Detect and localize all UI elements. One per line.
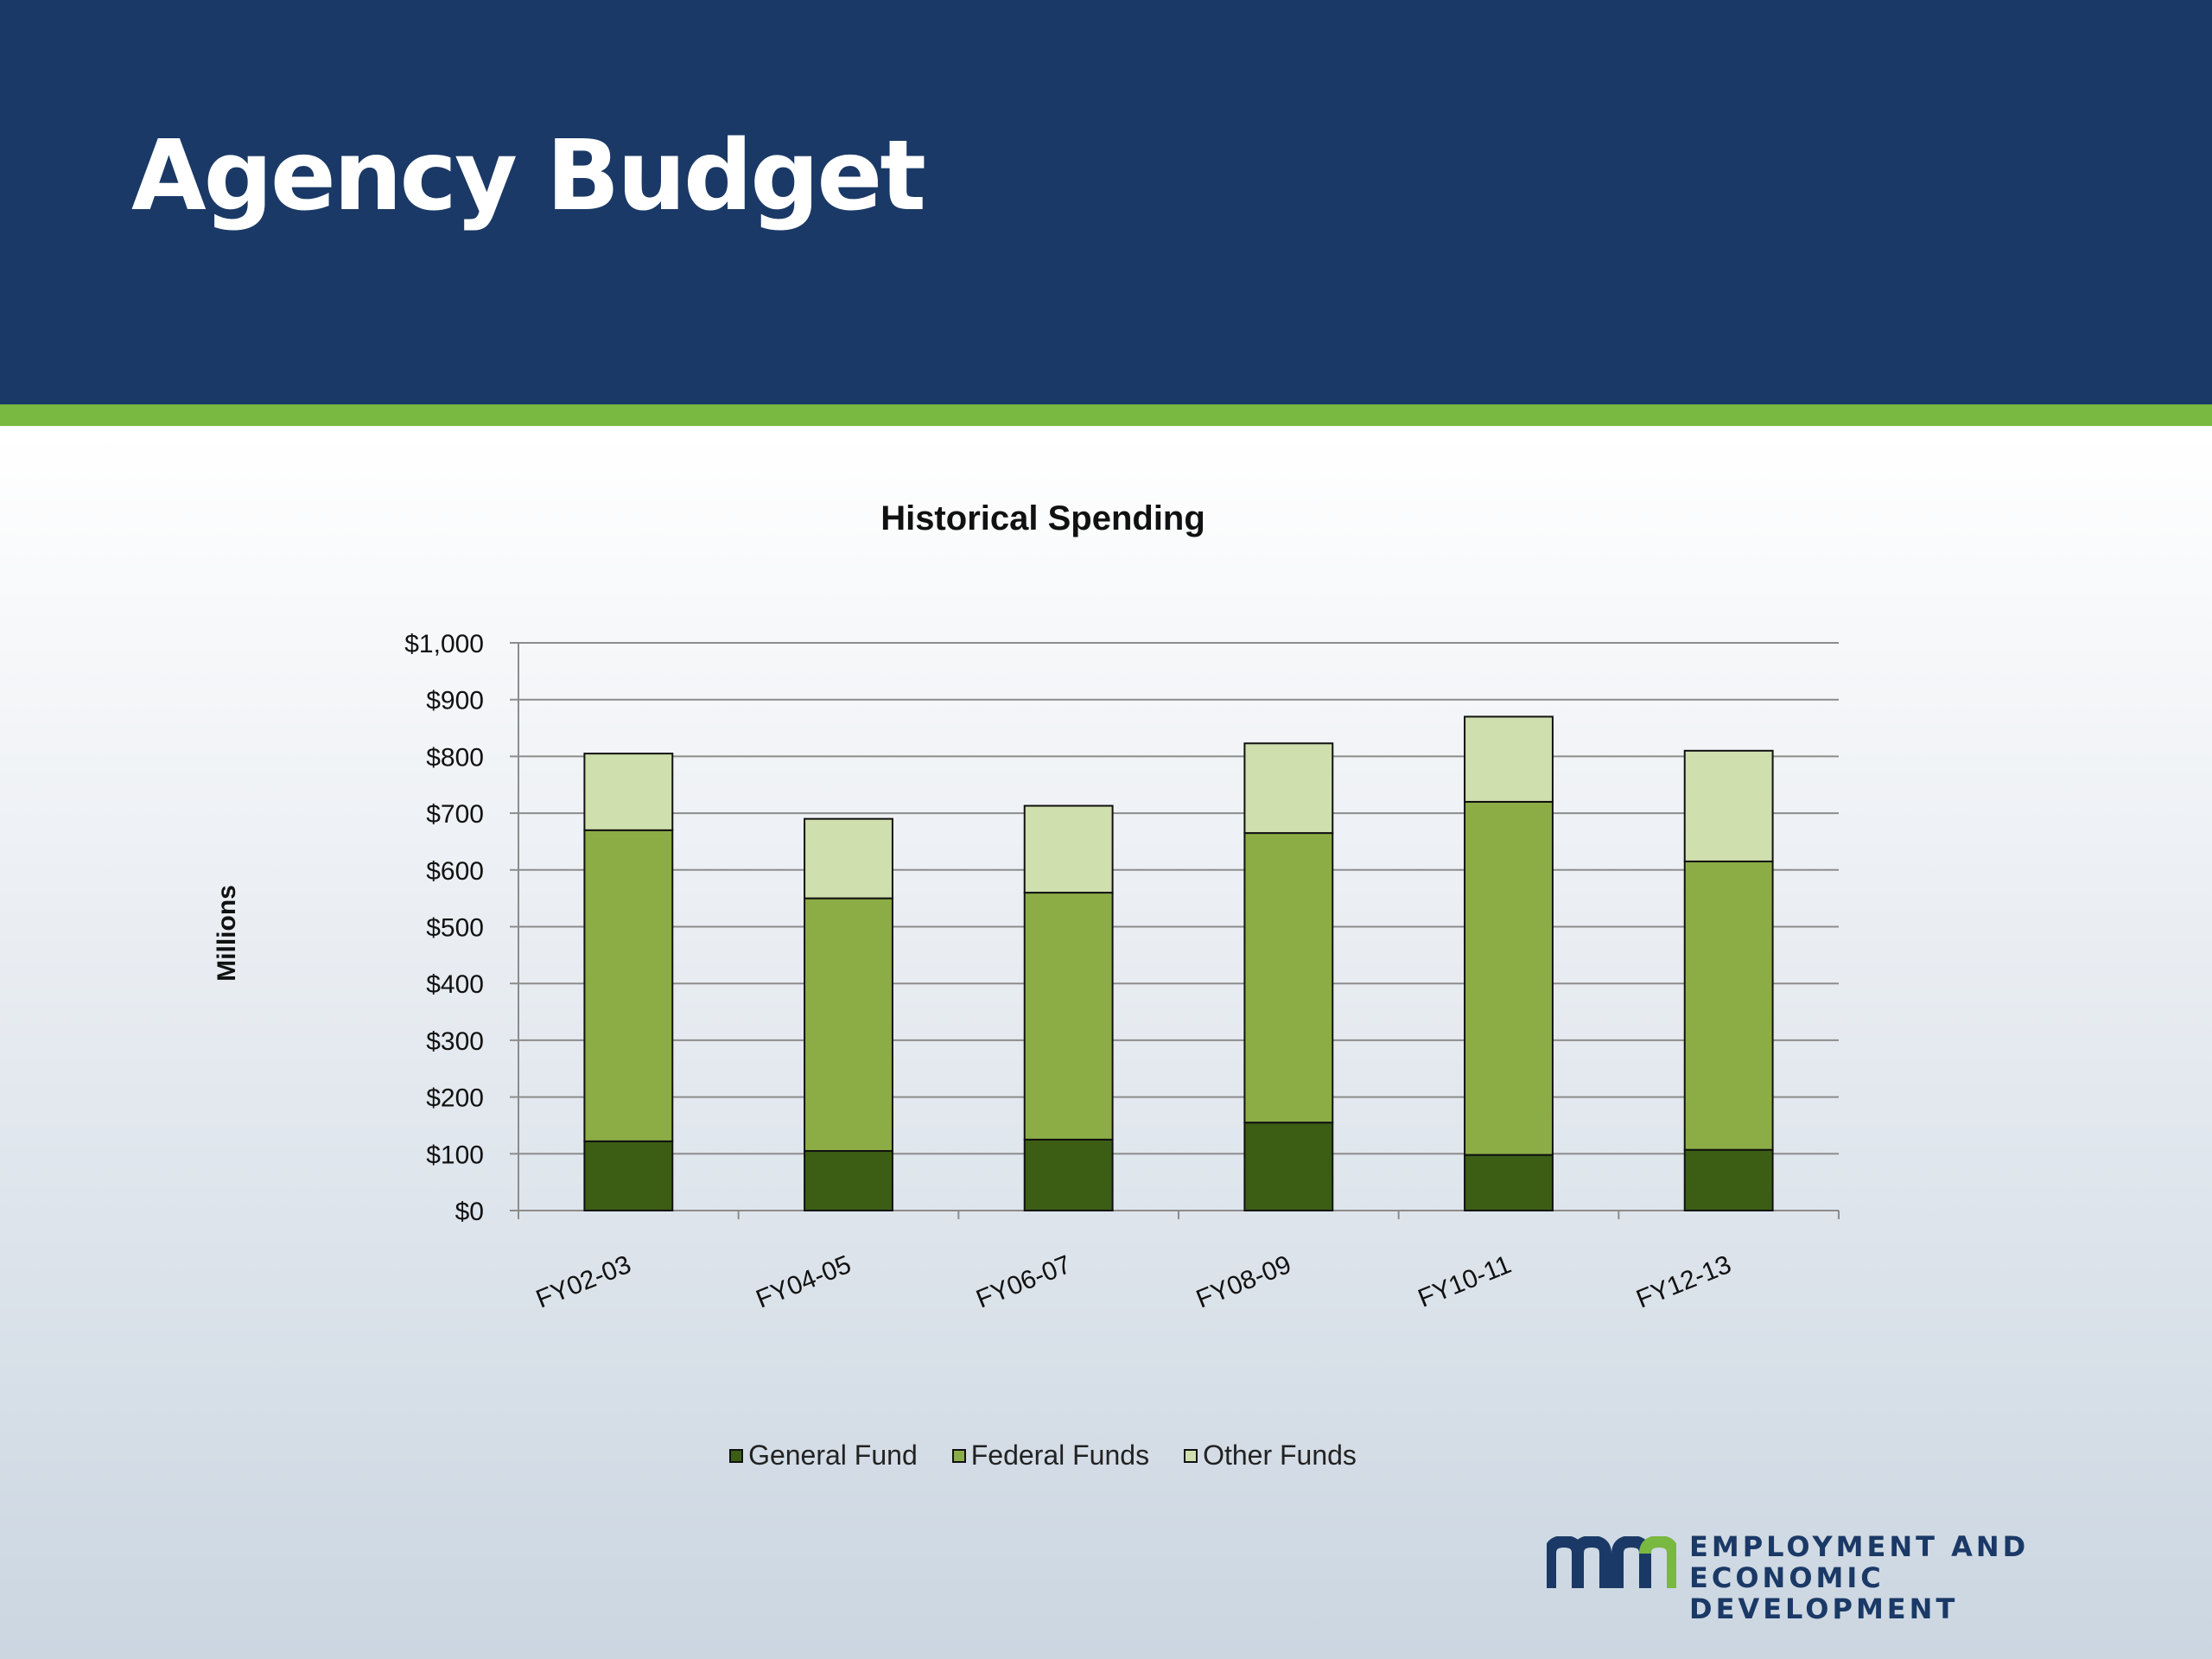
- bar-general-fund: [1683, 1148, 1774, 1212]
- y-tick-label: $0: [455, 1198, 484, 1226]
- x-tick-label: FY02-03: [532, 1250, 635, 1314]
- y-tick-label: $400: [426, 970, 484, 999]
- bar-general-fund: [804, 1150, 893, 1212]
- logo-text: EMPLOYMENT AND ECONOMIC DEVELOPMENT: [1689, 1531, 2152, 1624]
- slide-header: [0, 0, 2212, 404]
- legend-item: Federal Funds: [951, 1440, 1150, 1471]
- chart-title: Historical Spending: [880, 499, 1205, 537]
- legend-swatch: [951, 1448, 966, 1463]
- y-tick-label: $700: [426, 800, 484, 829]
- bar-general-fund: [1243, 1122, 1334, 1212]
- historical-spending-chart: $0 $100 $200 $300 $400 $500 $600 $700 $800 $900 $1…: [404, 630, 1840, 1314]
- y-tick-label: $100: [426, 1141, 484, 1169]
- legend-label: General Fund: [748, 1440, 918, 1471]
- y-tick-label: $1,000: [404, 630, 484, 658]
- legend-swatch: [1184, 1448, 1198, 1463]
- bar-general-fund: [1023, 1138, 1114, 1211]
- bar-other-funds: [1243, 742, 1334, 835]
- bar-federal-funds: [1464, 800, 1554, 1156]
- y-tick-label: $800: [426, 743, 484, 772]
- bar-other-funds: [1023, 804, 1114, 894]
- bar-federal-funds: [1683, 860, 1774, 1151]
- legend-label: Other Funds: [1203, 1440, 1357, 1471]
- logo-text-line2: ECONOMIC DEVELOPMENT: [1689, 1561, 1959, 1625]
- bar-general-fund: [1464, 1154, 1554, 1212]
- x-tick-label: FY08-09: [1192, 1250, 1295, 1314]
- y-tick-label: $600: [426, 857, 484, 886]
- chart-legend: General Fund Federal Funds Other Funds: [0, 1440, 2086, 1471]
- legend-swatch: [729, 1448, 744, 1463]
- bar-federal-funds: [1243, 832, 1334, 1124]
- x-tick-label: FY06-07: [972, 1250, 1075, 1314]
- bar-federal-funds: [804, 897, 893, 1153]
- bar-federal-funds: [1023, 892, 1114, 1141]
- x-tick-label: FY10-11: [1414, 1250, 1516, 1313]
- mn-logo-icon: [1547, 1536, 1676, 1588]
- x-tick-label: FY04-05: [753, 1250, 855, 1314]
- bar-general-fund: [583, 1140, 674, 1211]
- header-accent-stripe: [0, 404, 2212, 426]
- bar-federal-funds: [583, 829, 674, 1142]
- y-tick-label: $900: [426, 687, 484, 715]
- deed-logo: EMPLOYMENT AND ECONOMIC DEVELOPMENT: [1547, 1531, 2152, 1624]
- slide-title: Agency Budget: [131, 120, 926, 232]
- legend-label: Federal Funds: [970, 1440, 1150, 1471]
- legend-item: General Fund: [729, 1440, 918, 1471]
- bar-other-funds: [804, 817, 893, 899]
- y-tick-label: $300: [426, 1027, 484, 1056]
- legend-item: Other Funds: [1184, 1440, 1357, 1471]
- x-tick-label: FY12-13: [1632, 1250, 1735, 1314]
- bar-other-funds: [583, 753, 674, 831]
- y-tick-label: $200: [426, 1084, 484, 1113]
- bar-other-funds: [1683, 749, 1774, 862]
- logo-text-line1: EMPLOYMENT AND: [1689, 1530, 2030, 1563]
- y-tick-label: $500: [426, 914, 484, 943]
- bar-other-funds: [1464, 715, 1554, 803]
